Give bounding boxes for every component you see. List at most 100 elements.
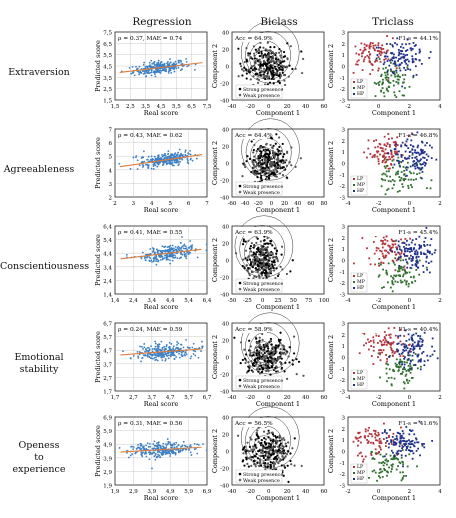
lp-point	[383, 336, 386, 338]
weak-presence-point	[294, 165, 297, 168]
x-tick-label: -20	[254, 201, 263, 207]
legend-label: LP	[357, 464, 363, 470]
lp-point	[382, 438, 385, 441]
mp-point	[386, 470, 388, 473]
strong-presence-point	[282, 452, 285, 455]
hp-point	[414, 165, 416, 168]
strong-presence-point	[269, 66, 273, 69]
weak-presence-point	[240, 68, 244, 71]
mp-point	[384, 193, 387, 196]
hp-point	[428, 252, 431, 255]
hp-point	[400, 454, 403, 457]
hp-point	[422, 152, 425, 154]
strong-presence-point	[285, 445, 288, 448]
strong-presence-point	[282, 155, 285, 158]
weak-presence-point	[258, 336, 261, 339]
hp-point	[424, 144, 427, 147]
lp-point	[379, 60, 382, 63]
mp-point	[379, 476, 381, 479]
regression-point	[169, 262, 172, 265]
x-tick-label: 3	[132, 201, 136, 207]
weak-presence-point	[277, 158, 280, 161]
legend-marker	[353, 372, 355, 374]
x-axis-title: Real score	[144, 400, 179, 408]
weak-presence-point	[283, 456, 286, 460]
regression-point	[152, 257, 155, 260]
hp-point	[421, 444, 424, 447]
regression-point	[188, 246, 191, 249]
x-tick-label: 0	[267, 104, 271, 110]
lp-point	[398, 253, 401, 256]
strong-presence-point	[251, 456, 254, 459]
mp-point	[384, 167, 387, 169]
legend-label: MP	[357, 85, 365, 91]
regression-point	[174, 155, 176, 158]
mp-point	[395, 468, 398, 471]
hp-point	[407, 449, 410, 452]
lp-point	[393, 352, 396, 355]
lp-point	[378, 445, 381, 447]
hp-point	[401, 363, 404, 366]
mp-point	[392, 278, 395, 280]
mp-point	[399, 372, 402, 375]
regression-point	[205, 243, 208, 246]
lp-point	[376, 434, 379, 437]
lp-point	[382, 349, 385, 352]
lp-point	[376, 50, 379, 52]
weak-presence-point	[268, 52, 271, 55]
hp-point	[417, 334, 419, 337]
mp-point	[404, 269, 406, 272]
mp-point	[397, 81, 400, 84]
lp-point	[379, 359, 382, 362]
x-tick-label: 3,9	[147, 489, 156, 495]
strong-presence-point	[260, 438, 263, 442]
mp-point	[400, 265, 403, 268]
strong-presence-point	[279, 167, 282, 170]
regression-point	[155, 64, 158, 67]
weak-presence-point	[267, 272, 270, 275]
weak-presence-point	[249, 78, 252, 81]
lp-point	[379, 353, 382, 356]
y-tick-label: -40	[220, 293, 229, 299]
regression-point	[169, 249, 172, 252]
lp-point	[387, 244, 390, 247]
strong-presence-point	[245, 58, 248, 61]
weak-presence-point	[249, 351, 252, 354]
mp-point	[388, 368, 391, 371]
hp-point	[397, 251, 400, 254]
hp-point	[408, 42, 411, 45]
y-tick-label: 6,7	[103, 322, 112, 328]
mp-point	[399, 179, 401, 182]
y-tick-label: 0	[342, 450, 346, 456]
hp-point	[402, 439, 405, 442]
regression-point	[167, 60, 169, 63]
lp-point	[377, 150, 380, 153]
mp-point	[393, 274, 396, 277]
hp-point	[419, 337, 421, 340]
weak-presence-point	[259, 165, 262, 168]
strong-presence-point	[278, 443, 281, 447]
regression-point	[150, 65, 153, 68]
weak-presence-point	[275, 51, 278, 55]
regression-point	[167, 72, 170, 74]
regression-point	[161, 255, 164, 258]
lp-point	[362, 460, 364, 463]
hp-point	[415, 261, 418, 264]
lp-point	[392, 341, 395, 344]
hp-point	[426, 142, 428, 144]
regression-point	[165, 68, 167, 71]
weak-presence-point	[259, 60, 262, 64]
mp-point	[385, 367, 388, 370]
hp-point	[413, 247, 415, 249]
triclass-panel: F1-s = 40.4% LP MP HP 3 2 1 0 -1 -2 -3 -4 -2 0 2 Compon…	[327, 321, 442, 409]
strong-presence-point	[253, 364, 256, 367]
mp-point	[397, 369, 400, 371]
regression-point	[175, 441, 178, 444]
hp-point	[411, 152, 414, 155]
mp-point	[403, 279, 406, 282]
regression-point	[143, 61, 146, 64]
hp-point	[401, 351, 404, 354]
strong-presence-point	[245, 72, 248, 75]
weak-presence-point	[254, 165, 258, 168]
